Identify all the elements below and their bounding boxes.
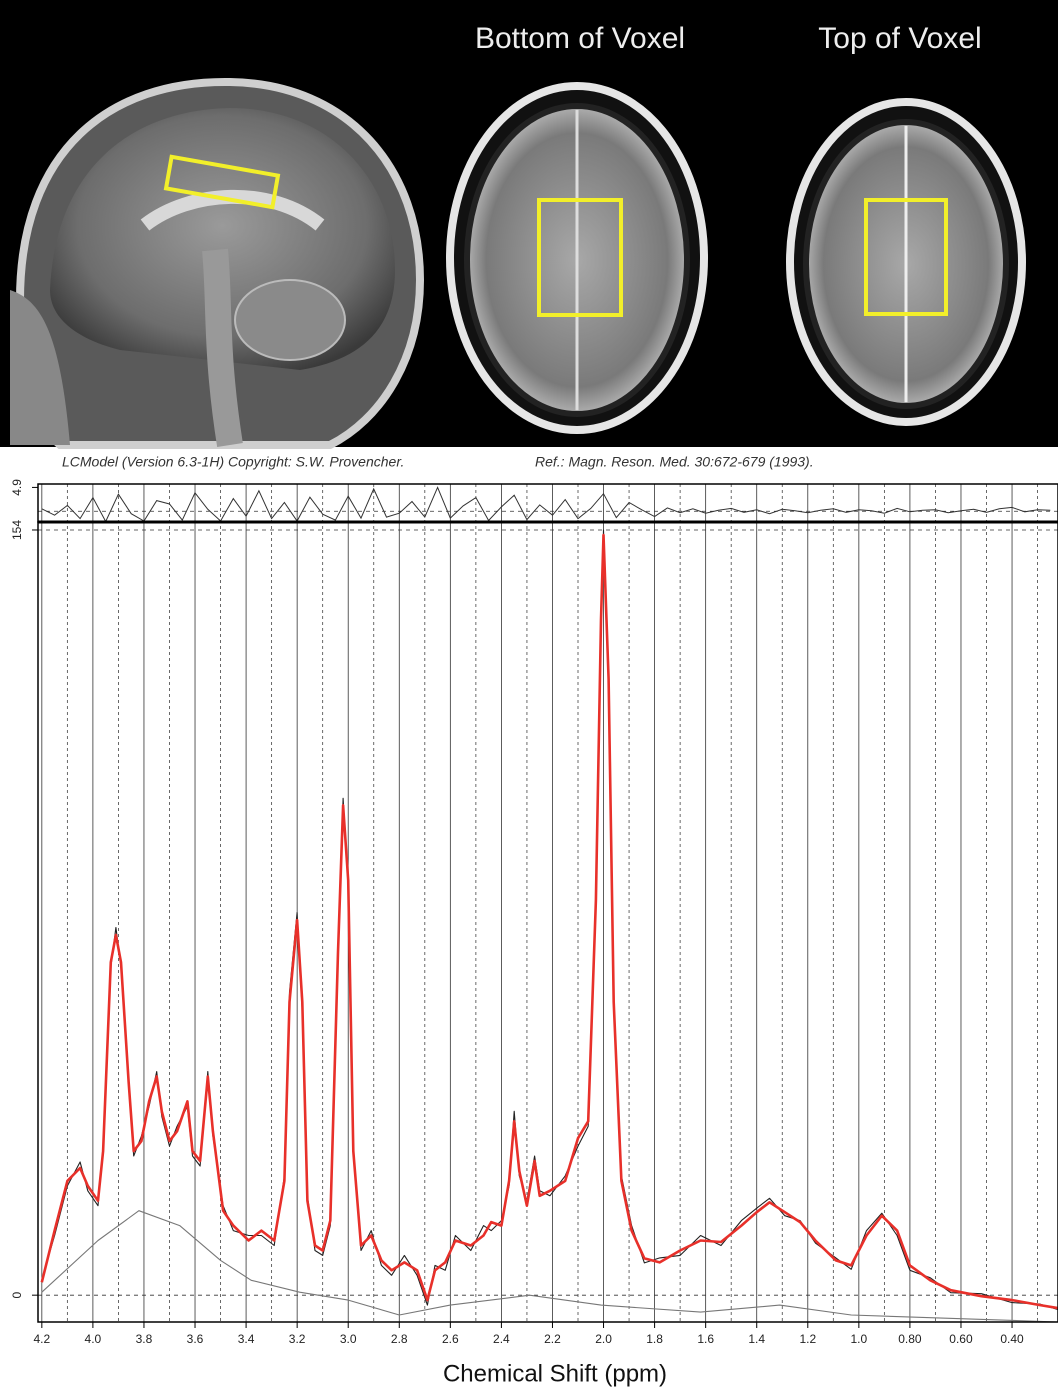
x-tick-label: 2.2 [544,1332,561,1346]
x-tick-label: 3.4 [238,1332,255,1346]
spectrum-line [42,535,1058,1308]
spectrum-line [42,1211,1058,1322]
panel-label: Top of Voxel [818,22,981,55]
x-tick-label: 0.40 [1000,1332,1024,1346]
x-tick-label: 1.0 [851,1332,868,1346]
x-tick-label: 2.0 [595,1332,612,1346]
x-tick-label: 0.60 [949,1332,973,1346]
plot-frame [38,522,1058,1322]
x-tick-label: 3.0 [340,1332,357,1346]
axial-image-top [790,102,1022,422]
x-tick-label: 1.8 [646,1332,663,1346]
x-tick-label: 2.8 [391,1332,408,1346]
y-tick-label: 0 [10,1292,24,1299]
axial-image-bottom [450,86,704,430]
x-tick-label: 2.6 [442,1332,459,1346]
residual-frame [38,484,1058,522]
header-reference: Ref.: Magn. Reson. Med. 30:672-679 (1993… [535,454,814,470]
x-tick-label: 4.0 [85,1332,102,1346]
residual-line [42,487,1051,521]
x-tick-label: 1.4 [748,1332,765,1346]
x-tick-label: 0.80 [898,1332,922,1346]
x-axis-title: Chemical Shift (ppm) [443,1360,667,1387]
panel-label: Bottom of Voxel [475,22,685,55]
x-tick-label: 3.6 [187,1332,204,1346]
x-tick-label: 3.2 [289,1332,306,1346]
header-note: LCModel (Version 6.3-1H) Copyright: S.W.… [62,454,404,470]
x-tick-label: 3.8 [136,1332,153,1346]
x-tick-label: 1.2 [799,1332,816,1346]
y-tick-label: 154 [10,520,24,540]
x-tick-label: 2.4 [493,1332,510,1346]
spectrum-line [42,530,1058,1310]
figure: Bottom of Voxel Top of Voxel LCModel (Ve… [0,0,1058,1392]
x-tick-label: 4.2 [33,1332,50,1346]
residual-y-tick-label: 4.9 [10,479,24,496]
x-tick-label: 1.6 [697,1332,714,1346]
